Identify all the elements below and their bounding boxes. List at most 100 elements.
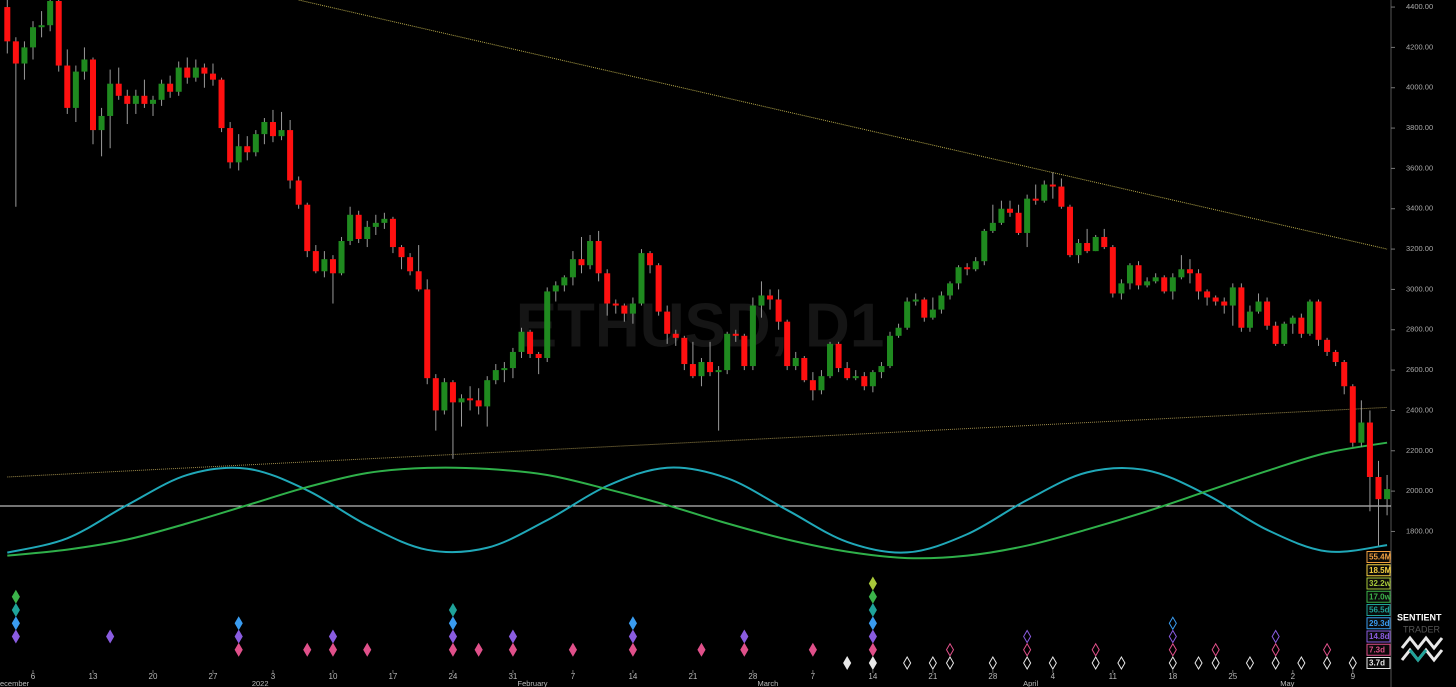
cycle-marker (508, 629, 518, 644)
legend-label: 32.2w (1369, 579, 1392, 588)
candle-body (415, 271, 422, 290)
legend-label: 55.4M (1369, 553, 1392, 562)
legend-box (1366, 630, 1391, 643)
cycle-marker (628, 616, 637, 631)
brand-sub: TRADER (1403, 624, 1441, 634)
cycle-marker (11, 603, 20, 617)
x-tick-label: 21 (928, 672, 937, 681)
candle-body (81, 59, 88, 72)
cycle-marker (328, 642, 338, 657)
candle-body (432, 378, 439, 411)
candle-body (732, 333, 739, 336)
candle-body (1298, 317, 1305, 334)
candle-body (175, 67, 182, 92)
x-tick-label: 4 (1051, 672, 1056, 681)
month-label: May (1280, 679, 1294, 687)
candle-body (1238, 287, 1245, 328)
candle-body (1126, 265, 1133, 284)
candle-body (398, 247, 405, 258)
cycle-marker (740, 629, 749, 644)
candle-body (458, 398, 465, 403)
cycle-marker (1211, 642, 1220, 657)
candle-body (664, 311, 671, 334)
y-tick-label: 3400.00 (1406, 204, 1433, 213)
cycle-marker (843, 656, 852, 670)
candle-body (749, 305, 756, 367)
cycle-marker (448, 616, 458, 631)
cycle-marker (868, 642, 877, 657)
candle-body (784, 321, 791, 367)
candle-body (1289, 317, 1296, 324)
x-tick-label: 10 (329, 672, 338, 681)
x-tick-label: 11 (1109, 672, 1118, 681)
candle-body (647, 253, 654, 266)
cycle-marker (1023, 642, 1032, 657)
candle-body (55, 1, 62, 66)
candle-body (389, 218, 396, 248)
candle-body (758, 295, 765, 306)
candle-body (1084, 243, 1091, 252)
x-tick-label: 7 (811, 672, 816, 681)
cycle-marker (448, 629, 458, 644)
x-tick-label: 31 (508, 672, 517, 681)
candle-body (947, 283, 953, 296)
y-tick-label: 1800.00 (1406, 526, 1433, 535)
y-tick-label: 2000.00 (1406, 486, 1433, 495)
candle-body (792, 357, 799, 367)
candle-body (972, 261, 979, 270)
legend-label: 14.8d (1369, 632, 1390, 641)
candle-body (835, 343, 842, 369)
cycle-marker (1091, 642, 1100, 657)
cycle-curve (7, 466, 1388, 554)
y-tick-label: 4400.00 (1406, 2, 1433, 11)
candle-body (998, 208, 1005, 223)
candle-body (1384, 489, 1391, 500)
candle-body (158, 83, 165, 100)
cycle-marker (928, 656, 937, 670)
candle-body (1264, 301, 1271, 326)
candle-body (115, 83, 122, 96)
candle-body (698, 362, 705, 377)
candle-body (1332, 351, 1339, 363)
candle-body (1092, 236, 1099, 252)
candle-body (141, 95, 148, 104)
candle-body (578, 259, 585, 266)
candle-body (818, 376, 825, 391)
watermark: ETHUSD, D1 (516, 291, 885, 360)
x-tick-label: 18 (1168, 672, 1177, 681)
candle-body (1272, 325, 1279, 344)
cycle-marker (945, 656, 955, 670)
x-tick-label: 13 (89, 672, 98, 681)
candle-body (501, 368, 508, 371)
candle-body (604, 273, 611, 304)
candle-body (887, 335, 894, 367)
candle-body (964, 267, 971, 270)
candle-body (629, 303, 636, 314)
candle-body (107, 83, 114, 116)
y-tick-label: 3600.00 (1406, 163, 1433, 172)
legend-label: 3.7d (1369, 659, 1385, 668)
legend-label: 17.0w (1369, 592, 1392, 601)
cycle-marker (868, 589, 877, 604)
candle-body (372, 222, 379, 227)
y-tick-label: 2800.00 (1406, 325, 1433, 334)
candle-body (1024, 198, 1031, 233)
candle-body (192, 67, 199, 78)
cycle-marker (1023, 629, 1032, 644)
cycle-marker (1168, 642, 1177, 657)
candle-body (621, 305, 628, 314)
candle-body (287, 130, 294, 181)
cycle-marker (303, 642, 312, 657)
month-label: February (518, 679, 548, 687)
candle-body (955, 267, 962, 284)
candle-body (869, 372, 876, 387)
candle-body (1195, 273, 1202, 292)
x-tick-label: 24 (448, 672, 457, 681)
legend-box (1366, 643, 1391, 656)
candle-body (655, 265, 662, 312)
candle-body (1058, 186, 1065, 207)
candle-body (989, 222, 996, 231)
legend-label: 18.5M (1369, 566, 1392, 575)
candle-body (209, 73, 216, 80)
